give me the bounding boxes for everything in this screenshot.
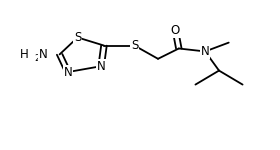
Text: O: O <box>171 24 180 37</box>
Text: N: N <box>39 48 47 61</box>
Text: N: N <box>64 66 72 79</box>
Text: 2: 2 <box>35 54 40 63</box>
Text: N: N <box>97 60 106 73</box>
Text: S: S <box>74 31 81 44</box>
Text: S: S <box>131 39 138 52</box>
Text: N: N <box>201 45 209 58</box>
Text: H: H <box>20 48 29 61</box>
